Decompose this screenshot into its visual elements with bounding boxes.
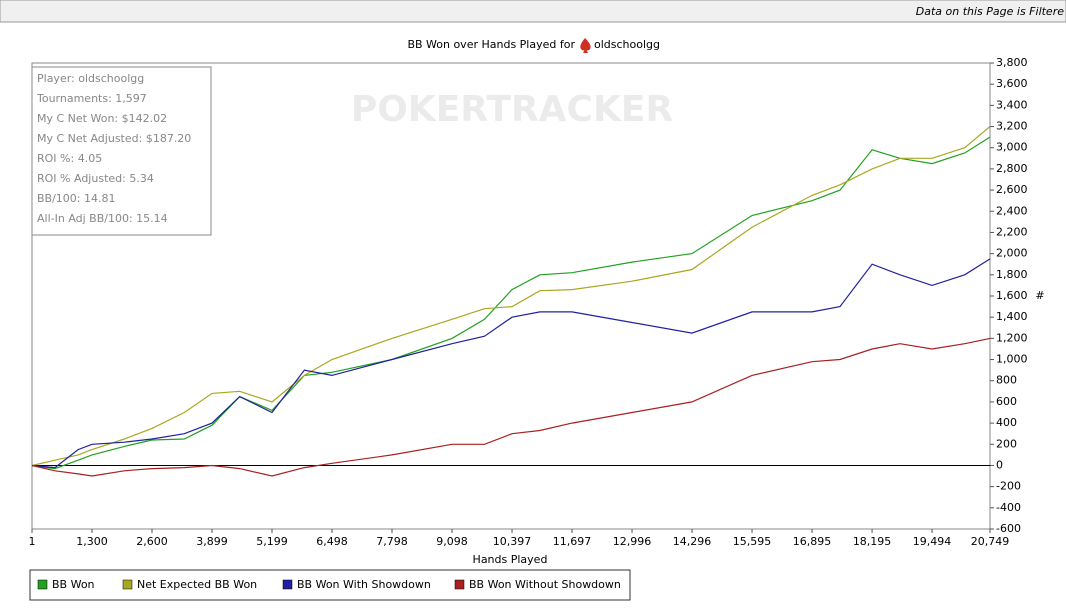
x-tick-label: 6,498	[316, 535, 348, 548]
y-tick-label: 3,600	[996, 77, 1028, 90]
legend-label: BB Won With Showdown	[297, 578, 431, 591]
y-tick-label: 1,200	[996, 331, 1028, 344]
y-tick-label: 3,400	[996, 98, 1028, 111]
series-line	[31, 258, 991, 469]
stat-line: BB/100: 14.81	[37, 192, 116, 205]
legend-swatch	[454, 579, 465, 590]
y-tick-label: 800	[996, 374, 1017, 387]
x-tick-label: 2,600	[136, 535, 168, 548]
stats-box: Player: oldschoolgg Tournaments: 1,597 My …	[31, 66, 212, 236]
series-line	[31, 136, 991, 470]
legend-swatch	[282, 579, 293, 590]
stat-line: My C Net Adjusted: $187.20	[37, 132, 191, 145]
legend-label: BB Won Without Showdown	[469, 578, 621, 591]
x-tick-label: 12,996	[613, 535, 652, 548]
chart-title-player: oldschoolgg	[594, 38, 660, 51]
y-tick-label: -400	[996, 501, 1021, 514]
x-tick-label: 18,195	[853, 535, 892, 548]
y-tick-label: 3,800	[996, 56, 1028, 69]
legend-label: Net Expected BB Won	[137, 578, 257, 591]
stat-line: ROI %: 4.05	[37, 152, 102, 165]
y-axis-label: #	[1035, 289, 1044, 302]
watermark: POKERTRACKER	[351, 89, 673, 130]
stat-line: All-In Adj BB/100: 15.14	[37, 212, 168, 225]
y-tick-label: -200	[996, 480, 1021, 493]
y-tick-label: 400	[996, 416, 1017, 429]
stat-line: ROI % Adjusted: 5.34	[37, 172, 154, 185]
y-tick-label: 600	[996, 395, 1017, 408]
y-tick-label: 1,400	[996, 310, 1028, 323]
y-tick-label: 2,400	[996, 204, 1028, 217]
y-tick-label: 3,200	[996, 120, 1028, 133]
y-tick-label: 1,800	[996, 268, 1028, 281]
banner-bar	[0, 0, 1066, 23]
x-tick-label: 3,899	[196, 535, 228, 548]
x-tick-label: 5,199	[256, 535, 288, 548]
stat-line: Tournaments: 1,597	[36, 92, 147, 105]
y-tick-label: 2,200	[996, 225, 1028, 238]
y-tick-label: 2,800	[996, 162, 1028, 175]
stat-line: My C Net Won: $142.02	[37, 112, 167, 125]
chart-title: BB Won over Hands Played for	[407, 38, 575, 51]
series-line	[31, 337, 991, 477]
x-tick-label: 10,397	[493, 535, 532, 548]
series-line	[31, 126, 991, 467]
x-tick-label: 1,300	[76, 535, 108, 548]
player-icon	[580, 38, 591, 53]
y-tick-label: 2,600	[996, 183, 1028, 196]
stat-line: Player: oldschoolgg	[37, 72, 144, 85]
x-tick-label: 16,895	[793, 535, 832, 548]
y-tick-label: 0	[996, 458, 1003, 471]
y-tick-label: 200	[996, 437, 1017, 450]
legend-label: BB Won	[52, 578, 95, 591]
x-tick-label: 14,296	[673, 535, 712, 548]
x-tick-label: 9,098	[436, 535, 468, 548]
x-tick-label: 11,697	[553, 535, 592, 548]
x-tick-label: 1	[29, 535, 36, 548]
x-tick-label: 20,749	[971, 535, 1010, 548]
y-tick-label: 2,000	[996, 247, 1028, 260]
x-axis-label: Hands Played	[473, 553, 548, 566]
y-tick-label: 1,000	[996, 353, 1028, 366]
y-tick-label: 1,600	[996, 289, 1028, 302]
x-tick-label: 19,494	[913, 535, 952, 548]
x-tick-label: 7,798	[376, 535, 408, 548]
x-tick-label: 15,595	[733, 535, 772, 548]
banner: Data on this Page is Filtere	[916, 5, 1064, 18]
legend-swatch	[37, 579, 48, 590]
legend-swatch	[122, 579, 133, 590]
y-tick-label: -600	[996, 522, 1021, 535]
stats-frame	[31, 66, 212, 236]
y-tick-label: 3,000	[996, 141, 1028, 154]
